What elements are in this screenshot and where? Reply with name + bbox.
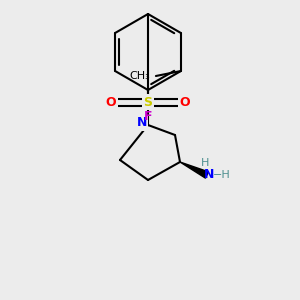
Text: −H: −H [213,170,231,180]
Text: H: H [201,158,209,168]
Text: N: N [204,169,214,182]
Polygon shape [180,162,208,178]
Text: CH₃: CH₃ [129,71,150,81]
Text: S: S [143,95,152,109]
Text: O: O [180,95,190,109]
Text: O: O [106,95,116,109]
Text: N: N [137,116,147,130]
Text: F: F [144,110,152,122]
